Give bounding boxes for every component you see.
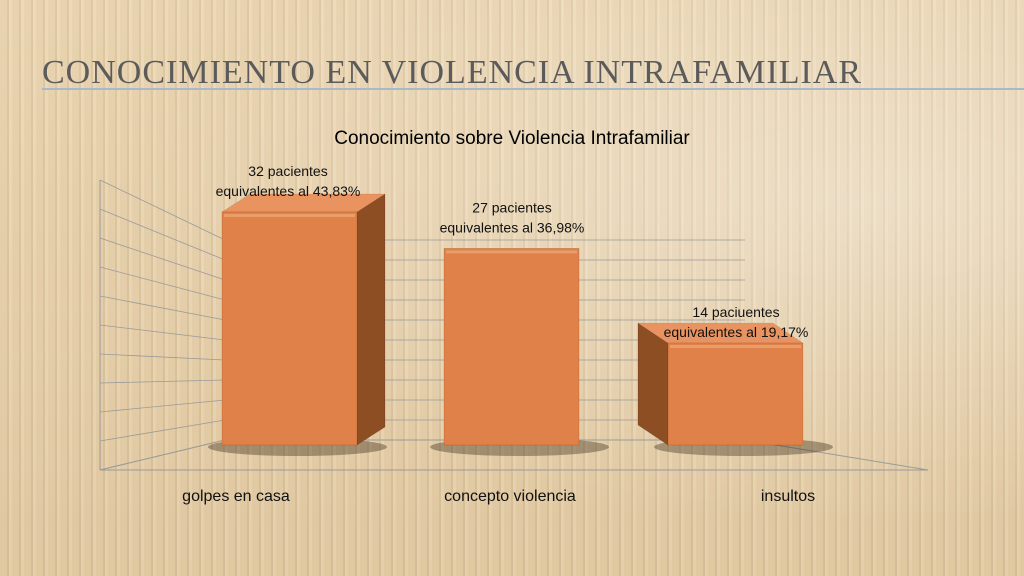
side-gridline [99, 419, 226, 442]
side-gridline [99, 353, 226, 361]
data-label: equivalentes al 19,17% [664, 324, 809, 340]
bar-1 [221, 211, 358, 446]
side-gridline [99, 295, 226, 321]
bar-highlight [446, 250, 577, 254]
chart-title: Conocimiento sobre Violencia Intrafamili… [334, 128, 690, 149]
data-label: 14 paciuentes [692, 304, 779, 320]
side-gridline [99, 179, 226, 241]
slide-title: CONOCIMIENTO EN VIOLENCIA INTRAFAMILIAR [42, 54, 863, 91]
bar-3 [667, 342, 804, 446]
category-label: insultos [761, 488, 815, 505]
bar-highlight [670, 345, 801, 349]
data-label: equivalentes al 43,83% [216, 183, 361, 199]
data-label: equivalentes al 36,98% [440, 219, 585, 235]
title-divider [42, 88, 1024, 90]
data-label: 27 pacientes [472, 199, 551, 215]
side-gridline [99, 266, 226, 301]
side-gridline [99, 237, 226, 281]
side-gridline [99, 399, 226, 413]
category-label: golpes en casa [182, 488, 290, 505]
bar-2 [443, 248, 580, 446]
side-gridline [99, 208, 226, 261]
side-gridline [99, 439, 226, 471]
bar-side-face [637, 322, 669, 446]
bar-highlight [224, 214, 355, 217]
data-label: 32 pacientes [248, 163, 327, 179]
side-gridline [99, 379, 226, 384]
category-label: concepto violencia [444, 488, 576, 505]
bar-side-face [356, 193, 386, 446]
side-gridline [99, 324, 226, 341]
